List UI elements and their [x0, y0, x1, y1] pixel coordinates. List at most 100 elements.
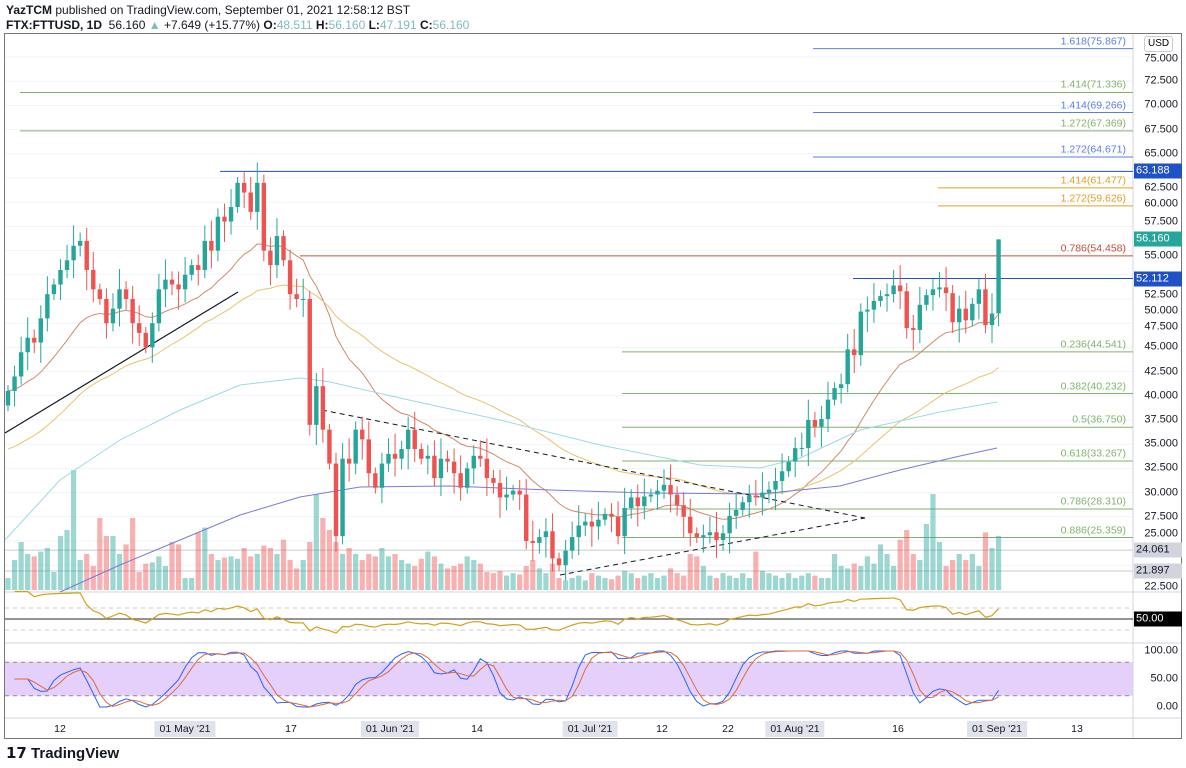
- price-axis-label: 27.500: [1144, 510, 1178, 523]
- stoch-axis-label: 100.00: [1144, 644, 1178, 657]
- volume-bar: [963, 560, 969, 590]
- candle-body: [819, 419, 824, 427]
- candle-body: [458, 473, 463, 488]
- volume-bar: [891, 566, 897, 590]
- candle-body: [32, 337, 37, 343]
- candle-body: [576, 525, 581, 538]
- candle-body: [996, 239, 1001, 314]
- candle-body: [12, 376, 17, 391]
- time-axis-label: 01 Jul '21: [562, 721, 618, 737]
- candle-body: [91, 269, 96, 290]
- candle-body: [25, 337, 30, 353]
- candle-body: [773, 480, 778, 490]
- volume-bar: [431, 556, 437, 590]
- volume-bar: [215, 560, 221, 590]
- candle-body: [360, 429, 365, 440]
- volume-bar: [740, 573, 746, 590]
- volume-bar: [727, 575, 733, 590]
- stoch-axis-label: 0.00: [1156, 700, 1178, 713]
- close-label: C:: [419, 18, 433, 32]
- ema-50-line: [7, 284, 999, 495]
- candle-body: [550, 531, 555, 559]
- candle-body: [747, 495, 752, 503]
- candle-body: [491, 478, 496, 483]
- volume-bar: [648, 573, 654, 590]
- tradingview-logo[interactable]: 𝟭𝟳 TradingView: [6, 744, 119, 762]
- time-axis-label: 17: [285, 723, 297, 735]
- fib-level-label: 0.382(40.232): [1060, 380, 1126, 393]
- fib-level-label: 0.886(25.359): [1060, 524, 1126, 537]
- candle-body: [301, 299, 306, 300]
- candle-body: [150, 323, 155, 348]
- candle-body: [917, 304, 923, 330]
- candle-body: [845, 349, 850, 385]
- candle-body: [569, 537, 575, 551]
- candle-body: [163, 279, 168, 290]
- volume-bar: [687, 554, 693, 590]
- volume-bar: [182, 578, 188, 590]
- volume-bar: [44, 548, 50, 590]
- volume-bar: [464, 556, 470, 590]
- candle-body: [235, 182, 240, 208]
- volume-bar: [510, 573, 516, 590]
- volume-bar: [563, 580, 569, 590]
- volume-bar: [18, 542, 24, 590]
- volume-bar: [779, 578, 785, 590]
- price-axis-label: 47.500: [1144, 320, 1178, 333]
- candle-body: [983, 289, 988, 326]
- candle-body: [419, 449, 424, 459]
- low-label: L:: [368, 18, 380, 32]
- volume-bar: [11, 560, 18, 590]
- candle-body: [930, 289, 936, 296]
- candle-body: [189, 265, 194, 275]
- volume-bar: [202, 527, 208, 590]
- candle-body: [707, 532, 713, 536]
- volume-bar: [661, 575, 667, 590]
- candle-body: [655, 490, 660, 495]
- trend-line: [4, 291, 239, 434]
- volume-bar: [759, 570, 765, 590]
- ema-20-line: [7, 243, 999, 520]
- volume-bar: [339, 554, 346, 590]
- candle-body: [366, 439, 371, 474]
- candle-body: [556, 558, 562, 566]
- candle-body: [924, 295, 929, 305]
- tv-logo-icon: 𝟭𝟳: [6, 745, 27, 762]
- candle-body: [156, 289, 162, 324]
- candle-body: [688, 516, 693, 534]
- volume-bar: [294, 568, 300, 590]
- volume-bar: [818, 578, 825, 590]
- candle-body: [228, 207, 234, 222]
- volume-bar: [589, 573, 595, 590]
- candle-body: [471, 455, 476, 469]
- candle-body: [760, 492, 765, 498]
- volume-bar: [556, 578, 562, 590]
- price-axis-label: 22.500: [1144, 580, 1178, 593]
- candle-body: [727, 515, 732, 534]
- candle-body: [176, 284, 181, 290]
- candle-body: [346, 458, 352, 464]
- candle-body: [543, 531, 549, 538]
- time-axis-label: 22: [722, 723, 734, 735]
- volume-bar: [582, 580, 588, 590]
- volume-bar: [897, 539, 903, 590]
- candle-body: [123, 289, 129, 299]
- chart-frame: [4, 33, 1182, 739]
- volume-bar: [471, 560, 477, 590]
- volume-bar: [477, 563, 483, 590]
- candle-body: [18, 352, 24, 377]
- candle-body: [943, 287, 949, 294]
- stoch-d-line: [14, 650, 999, 708]
- author[interactable]: YazTCM: [6, 3, 53, 17]
- volume-bar: [77, 560, 83, 590]
- price-tag: 21.897: [1134, 563, 1182, 579]
- candle-body: [478, 455, 483, 459]
- currency-button[interactable]: USD: [1144, 36, 1174, 52]
- volume-bar: [156, 556, 162, 590]
- volume-bar: [458, 563, 464, 590]
- candle-body: [904, 291, 909, 329]
- volume-bar: [917, 560, 923, 590]
- candle-body: [320, 386, 326, 430]
- stoch-axis-label: 50.00: [1150, 672, 1178, 685]
